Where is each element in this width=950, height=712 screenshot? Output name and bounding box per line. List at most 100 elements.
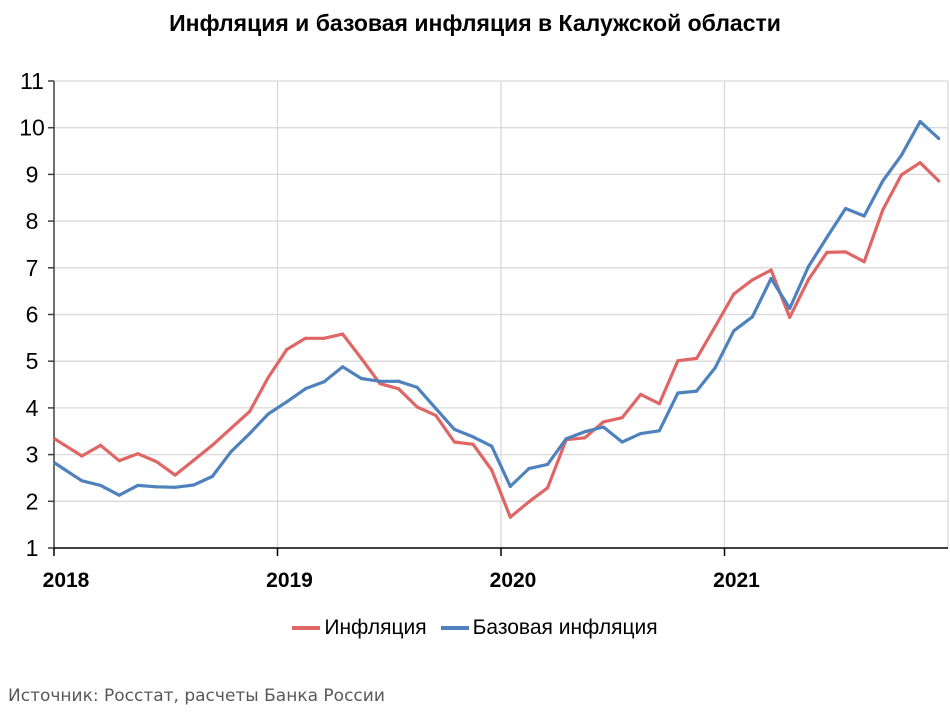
data-point-core-inflation (620, 440, 624, 444)
data-point-core-inflation (657, 429, 661, 433)
data-point-inflation (303, 336, 308, 340)
data-point-core-inflation (750, 315, 755, 319)
data-point-inflation (247, 410, 252, 414)
y-tick-label: 10 (19, 115, 45, 141)
data-point-core-inflation (769, 276, 773, 281)
data-point-core-inflation (713, 366, 717, 370)
y-tick-label: 5 (26, 348, 39, 374)
data-point-core-inflation (322, 380, 326, 384)
data-point-inflation (98, 443, 103, 447)
data-point-inflation (285, 347, 289, 352)
data-point-core-inflation (881, 179, 885, 183)
data-point-core-inflation (434, 406, 438, 410)
data-point-inflation (490, 468, 494, 472)
x-tick-label: 2020 (490, 569, 537, 592)
data-point-core-inflation (545, 462, 550, 467)
data-point-core-inflation (210, 474, 214, 479)
data-point-core-inflation (937, 136, 941, 141)
data-point-core-inflation (508, 484, 512, 488)
data-point-core-inflation (117, 493, 121, 497)
data-point-core-inflation (192, 483, 196, 487)
legend-label-core-inflation: Базовая инфляция (472, 616, 658, 639)
data-point-core-inflation (173, 485, 177, 489)
data-point-core-inflation (247, 431, 252, 436)
data-point-inflation (471, 442, 475, 446)
y-tick-label: 3 (26, 442, 39, 468)
data-point-core-inflation (601, 425, 606, 429)
data-point-inflation (843, 250, 848, 254)
y-tick-label: 2 (26, 488, 39, 514)
legend-item-inflation: Инфляция (292, 616, 427, 640)
data-point-inflation (154, 460, 159, 464)
data-point-inflation (415, 405, 419, 409)
data-point-inflation (508, 515, 512, 519)
data-point-inflation (80, 454, 84, 458)
y-tick-label: 4 (26, 395, 39, 421)
data-point-inflation (713, 325, 717, 329)
data-point-core-inflation (918, 120, 922, 124)
data-point-inflation (545, 486, 550, 490)
data-point-core-inflation (862, 214, 866, 218)
data-point-inflation (229, 426, 233, 431)
data-point-inflation (620, 416, 624, 420)
data-point-core-inflation (359, 376, 363, 381)
data-point-inflation (694, 356, 699, 360)
data-point-inflation (657, 402, 661, 406)
data-point-core-inflation (378, 379, 382, 383)
y-tick-label: 9 (26, 161, 39, 187)
data-point-inflation (266, 375, 270, 380)
data-point-core-inflation (527, 467, 531, 471)
data-point-inflation (192, 458, 196, 462)
data-point-core-inflation (229, 450, 233, 454)
legend: Инфляция Базовая инфляция (0, 616, 950, 640)
legend-label-inflation: Инфляция (324, 616, 427, 639)
data-point-core-inflation (98, 483, 103, 488)
data-point-inflation (788, 315, 792, 319)
data-point-inflation (769, 268, 773, 272)
data-point-core-inflation (266, 412, 270, 416)
y-tick-label: 7 (26, 255, 39, 281)
data-point-inflation (937, 179, 941, 183)
data-point-core-inflation (806, 265, 810, 269)
x-tick-label: 2018 (43, 569, 90, 592)
chart-title: Инфляция и базовая инфляция в Калужской … (169, 10, 781, 36)
data-point-inflation (750, 278, 755, 282)
data-point-core-inflation (452, 427, 457, 431)
data-point-inflation (825, 250, 829, 254)
data-point-core-inflation (154, 485, 159, 489)
data-point-inflation (359, 356, 363, 360)
data-point-inflation (732, 292, 736, 296)
data-point-inflation (61, 442, 65, 446)
data-point-inflation (434, 413, 438, 417)
data-point-inflation (881, 208, 885, 212)
data-point-core-inflation (583, 430, 587, 434)
data-point-core-inflation (676, 391, 680, 395)
x-tick-label: 2021 (713, 569, 760, 592)
data-point-core-inflation (843, 206, 848, 211)
data-point-core-inflation (303, 387, 308, 391)
data-point-core-inflation (80, 479, 84, 483)
y-tick-label: 1 (26, 535, 39, 561)
data-point-core-inflation (341, 365, 345, 369)
data-point-inflation (899, 173, 904, 177)
data-point-inflation (396, 387, 401, 391)
data-point-inflation (210, 443, 214, 447)
data-point-inflation (583, 436, 587, 440)
data-point-inflation (322, 336, 326, 340)
data-point-core-inflation (136, 483, 140, 488)
data-point-core-inflation (825, 235, 829, 240)
data-point-core-inflation (61, 467, 65, 471)
y-tick-label: 11 (20, 68, 44, 94)
data-point-core-inflation (396, 379, 401, 383)
y-tick-label: 8 (26, 208, 39, 234)
series-line-inflation (53, 161, 940, 519)
data-point-core-inflation (788, 306, 792, 311)
data-point-inflation (341, 332, 345, 336)
x-tick-label: 2019 (266, 569, 313, 592)
data-point-core-inflation (415, 385, 419, 389)
data-point-inflation (527, 500, 531, 504)
data-point-core-inflation (694, 389, 699, 393)
data-point-inflation (676, 359, 680, 363)
data-point-core-inflation (732, 329, 736, 333)
